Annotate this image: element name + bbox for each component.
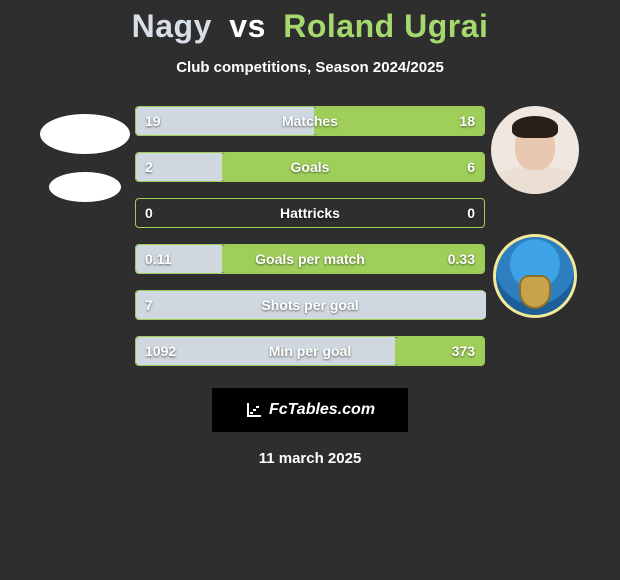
stat-right-value: 0.33 xyxy=(448,251,475,267)
subtitle: Club competitions, Season 2024/2025 xyxy=(0,59,620,76)
stat-fill-right xyxy=(222,153,485,181)
stat-left-value: 0.11 xyxy=(145,251,171,267)
stat-row: 0.11 Goals per match 0.33 xyxy=(135,244,485,274)
stat-right-value: 373 xyxy=(452,343,475,359)
stat-label: Goals per match xyxy=(255,251,365,267)
stat-row: 1092 Min per goal 373 xyxy=(135,336,485,366)
stat-label: Hattricks xyxy=(280,205,340,221)
chart-icon xyxy=(245,401,263,419)
player1-club-placeholder xyxy=(49,172,121,202)
comparison-title: Nagy vs Roland Ugrai xyxy=(0,0,620,45)
stat-left-value: 1092 xyxy=(145,343,176,359)
stat-left-value: 0 xyxy=(145,205,153,221)
stat-label: Shots per goal xyxy=(261,297,358,313)
content-area: 19 Matches 18 2 Goals 6 0 Hattricks 0 0.11 Goals p… xyxy=(0,106,620,366)
stat-row: 19 Matches 18 xyxy=(135,106,485,136)
stat-left-value: 19 xyxy=(145,113,161,129)
player2-photo xyxy=(491,106,579,194)
brand-watermark: FcTables.com xyxy=(212,388,408,432)
stat-right-value: 6 xyxy=(467,159,475,175)
date: 11 march 2025 xyxy=(0,450,620,467)
stat-row: 7 Shots per goal xyxy=(135,290,485,320)
stat-label: Matches xyxy=(282,113,338,129)
stat-label: Goals xyxy=(291,159,330,175)
left-player-column xyxy=(35,106,135,366)
stat-row: 0 Hattricks 0 xyxy=(135,198,485,228)
brand-text: FcTables.com xyxy=(269,401,375,419)
stat-row: 2 Goals 6 xyxy=(135,152,485,182)
right-player-column xyxy=(485,106,585,366)
player2-name: Roland Ugrai xyxy=(283,8,488,44)
player1-photo-placeholder xyxy=(40,114,130,154)
stat-right-value: 0 xyxy=(467,205,475,221)
stat-right-value: 18 xyxy=(459,113,475,129)
stat-left-value: 2 xyxy=(145,159,153,175)
player2-club-badge xyxy=(493,234,577,318)
stats-bars: 19 Matches 18 2 Goals 6 0 Hattricks 0 0.11 Goals p… xyxy=(135,106,485,366)
player1-name: Nagy xyxy=(132,8,212,44)
vs-separator: vs xyxy=(221,8,274,44)
stat-left-value: 7 xyxy=(145,297,153,313)
stat-label: Min per goal xyxy=(269,343,351,359)
